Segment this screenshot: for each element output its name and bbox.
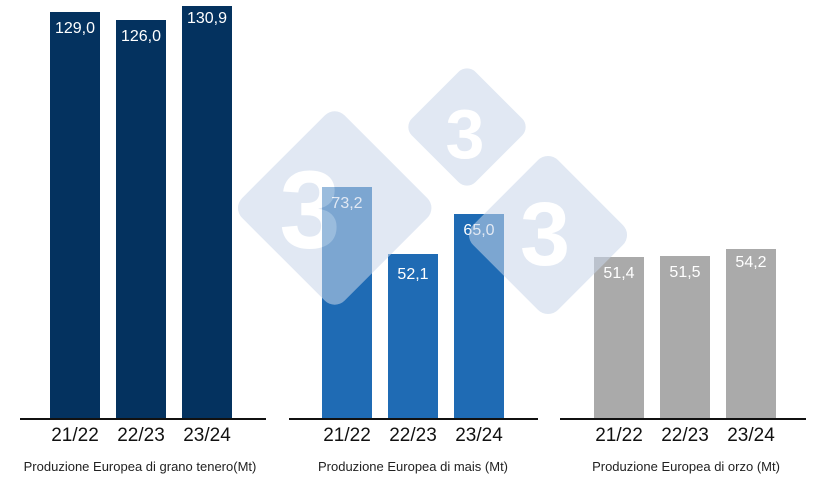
bar-grano-2223: 126,0 — [116, 20, 166, 418]
bar-grano-2122: 129,0 — [50, 12, 100, 418]
value-label: 51,5 — [669, 264, 701, 281]
value-label: 51,4 — [603, 265, 635, 282]
value-label: 129,0 — [54, 20, 96, 37]
x-axis-line — [560, 418, 806, 420]
x-tick: 22/23 — [117, 425, 165, 446]
x-tick: 23/24 — [455, 425, 503, 446]
bar-orzo-2122: 51,4 — [594, 257, 644, 418]
value-label: 54,2 — [735, 254, 767, 271]
bar-orzo-2223: 51,5 — [660, 256, 710, 418]
x-tick: 21/22 — [595, 425, 643, 446]
bar-orzo-2324: 54,2 — [726, 249, 776, 418]
x-axis-line — [20, 418, 266, 420]
chart-caption: Produzione Europea di grano tenero(Mt) — [23, 459, 257, 474]
x-tick: 22/23 — [661, 425, 709, 446]
value-label: 130,9 — [186, 10, 228, 27]
bar-grano-2324: 130,9 — [182, 6, 232, 418]
x-tick: 22/23 — [389, 425, 437, 446]
chart-caption: Produzione Europea di orzo (Mt) — [592, 459, 780, 474]
x-tick: 23/24 — [727, 425, 775, 446]
x-axis-line — [289, 418, 538, 420]
value-label: 126,0 — [120, 28, 162, 45]
x-tick: 23/24 — [183, 425, 231, 446]
x-tick: 21/22 — [323, 425, 371, 446]
x-tick: 21/22 — [51, 425, 99, 446]
chart-grano-tenero: 129,0 126,0 130,9 21/22 22/23 23/24 Prod… — [0, 0, 280, 486]
chart-caption: Produzione Europea di mais (Mt) — [317, 459, 509, 474]
